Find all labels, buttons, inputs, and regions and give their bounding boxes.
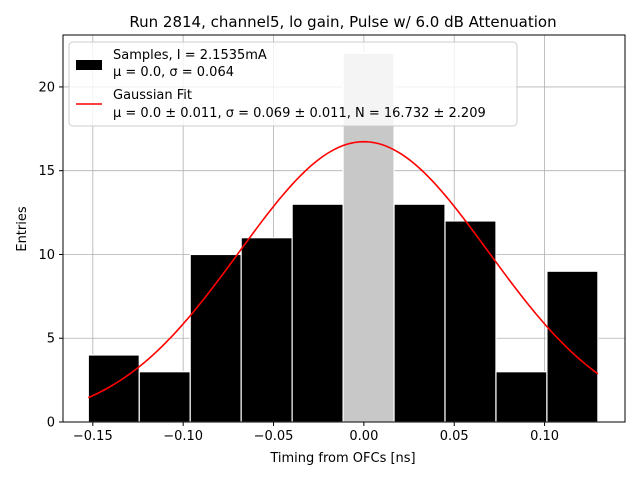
legend-swatch-samples: [76, 60, 102, 70]
y-axis-ticks: 0 5 10 15 20: [38, 80, 63, 431]
x-tick-label: −0.15: [73, 429, 113, 444]
x-axis-ticks: −0.15 −0.10 −0.05 0.00 0.05 0.10: [73, 422, 559, 444]
x-axis-label: Timing from OFCs [ns]: [269, 451, 415, 466]
legend-label-samples: Samples, I = 2.1535mA: [113, 48, 267, 63]
histogram-bar: [393, 203, 446, 423]
x-tick-label: 0.05: [440, 429, 469, 444]
y-tick-label: 5: [47, 332, 55, 347]
gaussian-fit: [87, 140, 599, 399]
histogram-bar: [87, 354, 140, 423]
y-tick-label: 0: [47, 416, 55, 431]
y-axis-label: Entries: [15, 206, 30, 252]
x-tick-label: 0.00: [349, 429, 378, 444]
legend-sublabel-fit: μ = 0.0 ± 0.011, σ = 0.069 ± 0.011, N = …: [113, 106, 486, 121]
legend: Samples, I = 2.1535mA μ = 0.0, σ = 0.064…: [68, 41, 518, 127]
y-tick-label: 10: [38, 248, 55, 263]
chart-title: Run 2814, channel5, lo gain, Pulse w/ 6.…: [129, 13, 556, 31]
legend-box: [68, 41, 518, 127]
legend-sublabel-samples: μ = 0.0, σ = 0.064: [113, 65, 234, 80]
histogram-bar: [291, 203, 344, 423]
fit-curve: [87, 140, 599, 399]
legend-label-fit: Gaussian Fit: [113, 88, 192, 103]
histogram-bar: [240, 237, 293, 423]
y-tick-label: 20: [38, 80, 55, 95]
plot-frame: [62, 34, 626, 423]
histogram-bar: [546, 270, 599, 423]
histogram-bar: [138, 371, 191, 423]
histogram-bar: [444, 220, 497, 423]
histogram-bar: [189, 253, 242, 423]
histogram-bar: [495, 371, 548, 423]
x-tick-label: −0.05: [254, 429, 294, 444]
y-tick-label: 15: [38, 164, 55, 179]
x-tick-label: 0.10: [530, 429, 559, 444]
x-tick-label: −0.10: [163, 429, 203, 444]
